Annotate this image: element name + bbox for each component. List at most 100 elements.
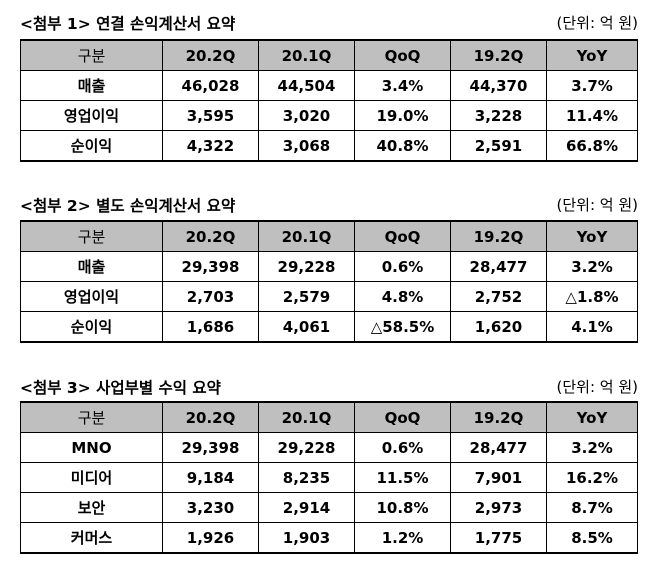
row-label: 영업이익 [20, 100, 163, 131]
table-cell: 2,591 [450, 130, 547, 162]
consolidated-income-table: 구분 20.2Q 20.1Q QoQ 19.2Q YoY 매출 46,028 4… [20, 39, 638, 162]
unit-label: (단위: 억 원) [556, 196, 639, 214]
table-header-row: 구분 20.2Q 20.1Q QoQ 19.2Q YoY [20, 220, 638, 252]
table-cell: 11.4% [546, 100, 638, 131]
header-cell: 19.2Q [450, 220, 547, 252]
row-label: 영업이익 [20, 281, 163, 312]
table-cell: 44,504 [258, 70, 355, 101]
table-cell: 8,235 [258, 462, 355, 493]
table-cell: 4,322 [162, 130, 259, 162]
header-cell: 20.1Q [258, 220, 355, 252]
table-cell: 1,775 [450, 522, 547, 554]
table-row: 영업이익 2,703 2,579 4.8% 2,752 △1.8% [20, 281, 638, 312]
unit-label: (단위: 억 원) [556, 378, 639, 396]
table-cell: 11.5% [354, 462, 451, 493]
header-cell: 20.2Q [162, 220, 259, 252]
table-row: 미디어 9,184 8,235 11.5% 7,901 16.2% [20, 462, 638, 493]
table-row: 순이익 4,322 3,068 40.8% 2,591 66.8% [20, 130, 638, 162]
header-cell: 20.1Q [258, 39, 355, 71]
table-row: 보안 3,230 2,914 10.8% 2,973 8.7% [20, 492, 638, 523]
header-cell: 구분 [20, 39, 163, 71]
table-cell: 2,973 [450, 492, 547, 523]
table-cell: 9,184 [162, 462, 259, 493]
table-cell: 66.8% [546, 130, 638, 162]
table-cell: 40.8% [354, 130, 451, 162]
section-business-revenue: <첨부 3> 사업부별 수익 요약 (단위: 억 원) 구분 20.2Q 20.… [0, 376, 660, 554]
table-cell: △58.5% [354, 311, 451, 343]
table-cell: 2,579 [258, 281, 355, 312]
table-row: 매출 46,028 44,504 3.4% 44,370 3.7% [20, 70, 638, 101]
table-cell: 29,398 [162, 432, 259, 463]
section-separate-income: <첨부 2> 별도 손익계산서 요약 (단위: 억 원) 구분 20.2Q 20… [0, 194, 660, 343]
table-cell: 8.7% [546, 492, 638, 523]
header-cell: YoY [546, 401, 638, 433]
table-header-row: 구분 20.2Q 20.1Q QoQ 19.2Q YoY [20, 39, 638, 71]
table-cell: 0.6% [354, 251, 451, 282]
section-heading: <첨부 1> 연결 손익계산서 요약 (단위: 억 원) [0, 12, 660, 34]
table-header-row: 구분 20.2Q 20.1Q QoQ 19.2Q YoY [20, 401, 638, 433]
table-cell: 3,020 [258, 100, 355, 131]
section-title: <첨부 1> 연결 손익계산서 요약 [20, 15, 236, 33]
header-cell: QoQ [354, 401, 451, 433]
table-cell: 19.0% [354, 100, 451, 131]
table-cell: 46,028 [162, 70, 259, 101]
row-label: 보안 [20, 492, 163, 523]
header-cell: YoY [546, 39, 638, 71]
row-label: 매출 [20, 251, 163, 282]
table-cell: 29,228 [258, 432, 355, 463]
table-row: 커머스 1,926 1,903 1.2% 1,775 8.5% [20, 522, 638, 554]
table-cell: 1,903 [258, 522, 355, 554]
table-cell: 1,926 [162, 522, 259, 554]
header-cell: 구분 [20, 220, 163, 252]
row-label: 커머스 [20, 522, 163, 554]
row-label: 미디어 [20, 462, 163, 493]
table-cell: 4,061 [258, 311, 355, 343]
row-label: 순이익 [20, 130, 163, 162]
header-cell: 20.2Q [162, 401, 259, 433]
table-cell: 3,068 [258, 130, 355, 162]
table-cell: 1,686 [162, 311, 259, 343]
header-cell: 19.2Q [450, 39, 547, 71]
header-cell: QoQ [354, 220, 451, 252]
header-cell: 20.2Q [162, 39, 259, 71]
section-consolidated-income: <첨부 1> 연결 손익계산서 요약 (단위: 억 원) 구분 20.2Q 20… [0, 12, 660, 162]
table-cell: 3,230 [162, 492, 259, 523]
header-cell: 20.1Q [258, 401, 355, 433]
table-cell: 3,228 [450, 100, 547, 131]
table-cell: 29,228 [258, 251, 355, 282]
table-row: 매출 29,398 29,228 0.6% 28,477 3.2% [20, 251, 638, 282]
table-cell: 0.6% [354, 432, 451, 463]
table-row: 영업이익 3,595 3,020 19.0% 3,228 11.4% [20, 100, 638, 131]
table-row: MNO 29,398 29,228 0.6% 28,477 3.2% [20, 432, 638, 463]
section-title: <첨부 2> 별도 손익계산서 요약 [20, 197, 236, 215]
table-row: 순이익 1,686 4,061 △58.5% 1,620 4.1% [20, 311, 638, 343]
table-cell: 3.4% [354, 70, 451, 101]
table-cell: 8.5% [546, 522, 638, 554]
table-cell: 2,752 [450, 281, 547, 312]
separate-income-table: 구분 20.2Q 20.1Q QoQ 19.2Q YoY 매출 29,398 2… [20, 220, 638, 343]
table-cell: 2,703 [162, 281, 259, 312]
row-label: 순이익 [20, 311, 163, 343]
section-title: <첨부 3> 사업부별 수익 요약 [20, 379, 221, 397]
section-heading: <첨부 2> 별도 손익계산서 요약 (단위: 억 원) [0, 194, 660, 216]
table-cell: 29,398 [162, 251, 259, 282]
table-cell: 4.8% [354, 281, 451, 312]
header-cell: QoQ [354, 39, 451, 71]
table-cell: 7,901 [450, 462, 547, 493]
table-cell: 28,477 [450, 251, 547, 282]
section-heading: <첨부 3> 사업부별 수익 요약 (단위: 억 원) [0, 376, 660, 398]
header-cell: 19.2Q [450, 401, 547, 433]
table-cell: 2,914 [258, 492, 355, 523]
unit-label: (단위: 억 원) [556, 14, 639, 32]
table-cell: 1.2% [354, 522, 451, 554]
table-cell: 3.2% [546, 251, 638, 282]
table-cell: △1.8% [546, 281, 638, 312]
table-cell: 28,477 [450, 432, 547, 463]
business-revenue-table: 구분 20.2Q 20.1Q QoQ 19.2Q YoY MNO 29,398 … [20, 401, 638, 554]
table-cell: 1,620 [450, 311, 547, 343]
row-label: MNO [20, 432, 163, 463]
table-cell: 3.7% [546, 70, 638, 101]
row-label: 매출 [20, 70, 163, 101]
table-cell: 3,595 [162, 100, 259, 131]
header-cell: 구분 [20, 401, 163, 433]
